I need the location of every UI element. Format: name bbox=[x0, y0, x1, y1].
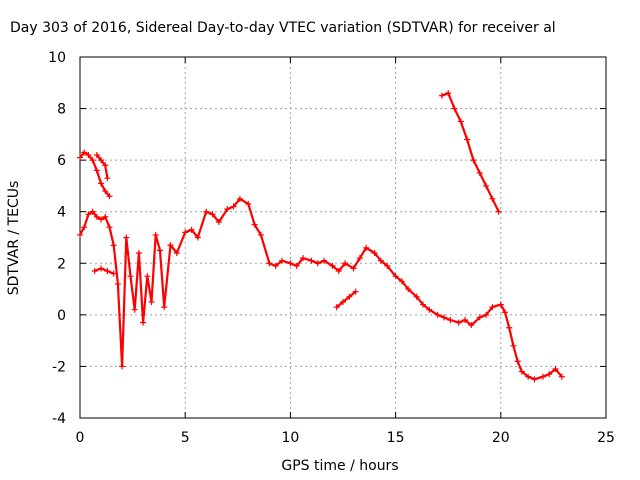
series-low-branch-1 bbox=[91, 265, 117, 277]
x-tick-label: 20 bbox=[492, 430, 510, 446]
x-tick-label: 5 bbox=[181, 430, 190, 446]
grid-lines bbox=[79, 56, 607, 419]
y-tick-label: -2 bbox=[52, 359, 66, 375]
series-low-branch-2 bbox=[333, 288, 359, 311]
series-trace bbox=[94, 267, 115, 275]
series-trace bbox=[95, 154, 109, 179]
series-trace bbox=[336, 290, 357, 308]
y-tick-label: -4 bbox=[52, 411, 66, 427]
data-point bbox=[558, 373, 565, 380]
x-tick-label: 25 bbox=[597, 430, 615, 446]
series-main bbox=[77, 195, 565, 383]
series-upper-early bbox=[77, 149, 113, 200]
y-tick-label: 10 bbox=[48, 50, 66, 66]
y-tick-label: 6 bbox=[57, 153, 66, 169]
y-tick-labels: -4 -2 0 2 4 6 8 10 bbox=[48, 50, 66, 427]
plot-frame bbox=[79, 56, 607, 419]
series-upper-early-b bbox=[93, 151, 111, 182]
x-tick-label: 15 bbox=[387, 430, 405, 446]
series-trace bbox=[441, 91, 500, 213]
x-axis-label: GPS time / hours bbox=[281, 458, 398, 474]
y-tick-label: 0 bbox=[57, 308, 66, 324]
data-point bbox=[333, 304, 340, 311]
y-axis-label: SDTVAR / TECUs bbox=[6, 181, 22, 296]
series-trace bbox=[79, 150, 111, 197]
y-tick-label: 4 bbox=[57, 205, 66, 221]
x-tick-labels: 0 5 10 15 20 25 bbox=[76, 430, 615, 446]
x-tick-label: 0 bbox=[76, 430, 85, 446]
data-point bbox=[106, 193, 113, 200]
series-trace bbox=[79, 197, 563, 381]
y-tick-label: 8 bbox=[57, 102, 66, 118]
x-tick-label: 10 bbox=[281, 430, 299, 446]
series-late-upper bbox=[438, 90, 502, 215]
data-points bbox=[77, 90, 565, 383]
chart-title: Day 303 of 2016, Sidereal Day-to-day VTE… bbox=[10, 20, 556, 36]
y-tick-label: 2 bbox=[57, 256, 66, 272]
